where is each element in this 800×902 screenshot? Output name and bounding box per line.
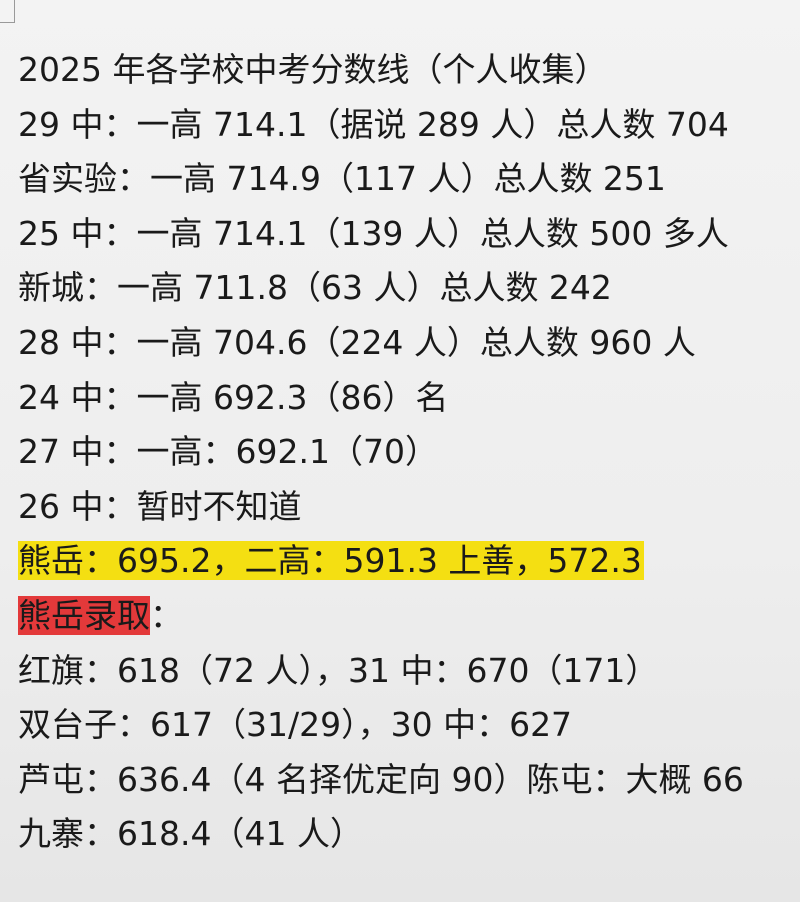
score-line: 26 中：暂时不知道 <box>18 487 302 526</box>
highlight-line: 熊岳：695.2，二高：591.3 上善，572.3 <box>18 541 644 580</box>
admission-line: 双台子：617（31/29），30 中：627 <box>18 705 573 744</box>
admission-row: 熊岳录取： <box>18 592 183 640</box>
score-line: 新城：一高 711.8（63 人）总人数 242 <box>18 268 612 307</box>
title: 2025 年各学校中考分数线（个人收集） <box>18 50 608 89</box>
score-line: 25 中：一高 714.1（139 人）总人数 500 多人 <box>18 214 729 253</box>
admission-line: 芦屯：636.4（4 名择优定向 90）陈屯：大概 66 <box>18 760 744 799</box>
highlight-row: 熊岳：695.2，二高：591.3 上善，572.3 <box>18 537 644 585</box>
score-line: 29 中：一高 714.1（据说 289 人）总人数 704 <box>18 105 729 144</box>
score-line: 省实验：一高 714.9（117 人）总人数 251 <box>18 159 666 198</box>
admission-line: 九寨：618.4（41 人） <box>18 814 363 853</box>
admission-line: 红旗：618（72 人），31 中：670（171） <box>18 651 659 690</box>
corner-mark <box>0 0 15 23</box>
score-line: 27 中：一高：692.1（70） <box>18 432 438 471</box>
score-line: 28 中：一高 704.6（224 人）总人数 960 人 <box>18 323 696 362</box>
score-line: 24 中：一高 692.3（86）名 <box>18 378 449 417</box>
admission-suffix: ： <box>150 596 183 635</box>
admission-label: 熊岳录取 <box>18 596 150 635</box>
